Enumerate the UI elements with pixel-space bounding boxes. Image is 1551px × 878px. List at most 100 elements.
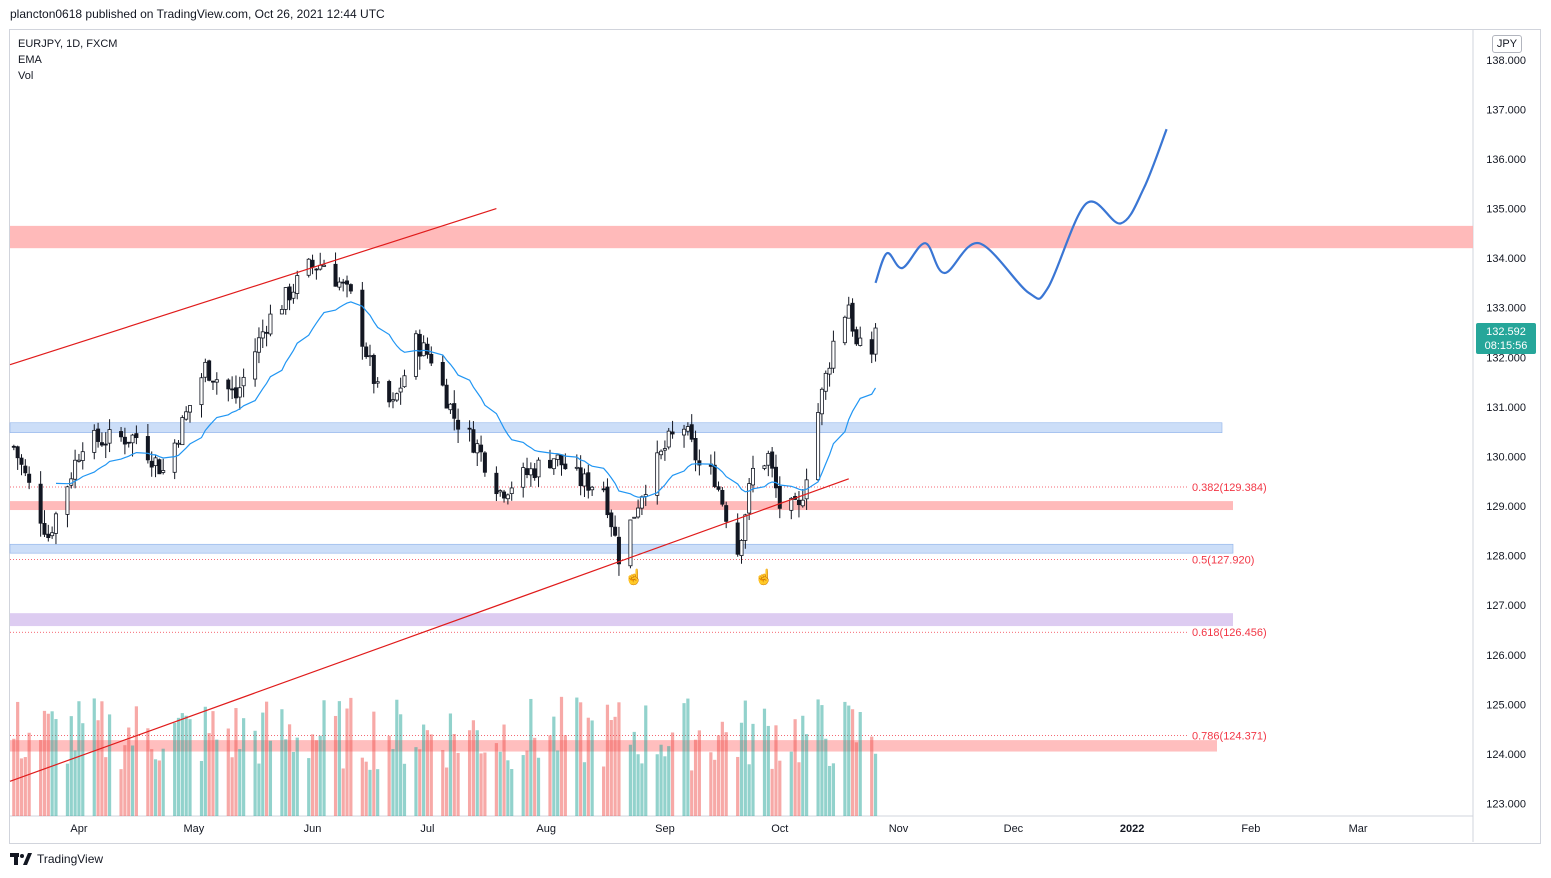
volume-bar — [153, 759, 158, 816]
volume-bar — [506, 760, 510, 816]
zone-support-upper — [9, 422, 1223, 433]
bearish-candle — [616, 536, 621, 565]
volume-bar — [716, 735, 721, 816]
volume-bar — [452, 734, 456, 816]
bullish-candle — [632, 516, 637, 519]
ema-line — [55, 301, 877, 498]
bullish-candle — [398, 387, 403, 393]
volume-bar — [188, 719, 192, 816]
volume-bar — [207, 733, 211, 816]
bearish-candle — [440, 361, 445, 386]
volume-bar — [552, 716, 556, 816]
volume-bar — [180, 713, 184, 816]
volume-bar — [391, 749, 395, 816]
price-tick-label: 126.000 — [1486, 650, 1526, 662]
volume-bar — [422, 724, 426, 816]
fib-level-label: 0.382(129.384) — [1192, 482, 1267, 494]
time-tick-label: May — [183, 823, 204, 835]
volume-bar — [215, 739, 219, 816]
volume-bar — [287, 724, 292, 816]
volume-bar — [445, 767, 449, 816]
bearish-candle — [735, 522, 740, 555]
volume-bar — [123, 745, 127, 816]
bullish-candle — [130, 434, 135, 444]
zone-vol-band — [10, 740, 1217, 752]
volume-bar — [429, 734, 433, 816]
fib-level-label: 0.618(126.456) — [1192, 627, 1267, 639]
volume-bar — [805, 734, 809, 816]
volume-bar — [720, 721, 724, 816]
volume-bar — [847, 705, 851, 816]
price-tick-label: 138.000 — [1486, 55, 1526, 67]
bearish-candle — [429, 353, 434, 364]
bullish-candle — [655, 452, 660, 496]
bullish-candle — [819, 388, 824, 415]
volume-bar — [345, 708, 349, 816]
bullish-candle — [551, 458, 556, 470]
volume-bar — [81, 723, 85, 816]
volume-bar — [368, 769, 372, 816]
volume-bar — [644, 705, 648, 816]
volume-bar — [257, 763, 261, 816]
volume-bar — [467, 730, 472, 816]
volume-bar — [743, 700, 747, 816]
volume-bar — [510, 769, 514, 816]
volume-bar — [827, 765, 832, 816]
volume-bar — [843, 701, 847, 816]
bullish-candle — [80, 451, 85, 461]
price-axis[interactable]: 138.000 137.000 136.000 135.000 134.000 133.0… — [1486, 55, 1526, 811]
bullish-candle — [421, 342, 426, 357]
chart-pane[interactable] — [9, 29, 1541, 844]
volume-bar — [471, 720, 476, 816]
volume-bar — [360, 757, 364, 816]
bearish-candle — [452, 403, 457, 419]
time-axis[interactable]: Apr May Jun Jul Aug Sep Oct Nov Dec 2022 Feb Mar — [70, 823, 1368, 835]
volume-bar — [387, 735, 391, 816]
zone-resistance — [10, 225, 1473, 249]
bullish-candle — [831, 340, 836, 369]
volume-bar — [682, 703, 686, 816]
volume-bar — [414, 747, 418, 816]
footer-brand[interactable]: TradingView — [10, 852, 103, 866]
bearish-candle — [15, 446, 20, 459]
volume-bar — [150, 749, 154, 816]
bullish-candle — [161, 470, 166, 473]
volume-indicator-label[interactable]: Vol — [18, 70, 34, 82]
volume-bar — [284, 739, 288, 816]
volume-bar — [797, 762, 801, 816]
price-tick-label: 128.000 — [1486, 551, 1526, 563]
symbol-label[interactable]: EURJPY, 1D, FXCM — [18, 38, 118, 50]
volume-bar — [291, 751, 296, 816]
bearish-candle — [456, 419, 461, 430]
bullish-candle — [682, 428, 687, 436]
volume-bar — [831, 763, 836, 816]
bullish-candle — [528, 468, 533, 476]
ema-indicator-label[interactable]: EMA — [18, 54, 42, 66]
bullish-candle — [390, 399, 395, 402]
volume-bar — [395, 699, 399, 816]
volume-bar — [19, 758, 24, 816]
bearish-candle — [42, 523, 47, 535]
volume-bar — [146, 728, 150, 816]
bullish-candle — [76, 459, 81, 462]
volume-bar — [322, 700, 326, 816]
time-tick-label: Dec — [1004, 823, 1024, 835]
volume-bar — [801, 715, 805, 816]
volume-bar — [498, 751, 502, 816]
bearish-candle — [38, 483, 43, 524]
volume-bar — [590, 720, 594, 816]
volume-bar — [636, 754, 640, 816]
bearish-candle — [482, 452, 487, 473]
volume-bar — [100, 701, 104, 816]
volume-bar — [628, 744, 633, 816]
volume-bar — [774, 725, 778, 816]
bullish-candle — [180, 417, 185, 446]
price-tick-label: 124.000 — [1486, 749, 1526, 761]
bullish-candle — [555, 454, 560, 460]
currency-badge[interactable]: JPY — [1492, 35, 1522, 53]
price-tick-label: 136.000 — [1486, 154, 1526, 166]
volume-bar — [119, 769, 123, 816]
volume-bar — [268, 740, 273, 816]
bullish-candle — [666, 430, 671, 448]
